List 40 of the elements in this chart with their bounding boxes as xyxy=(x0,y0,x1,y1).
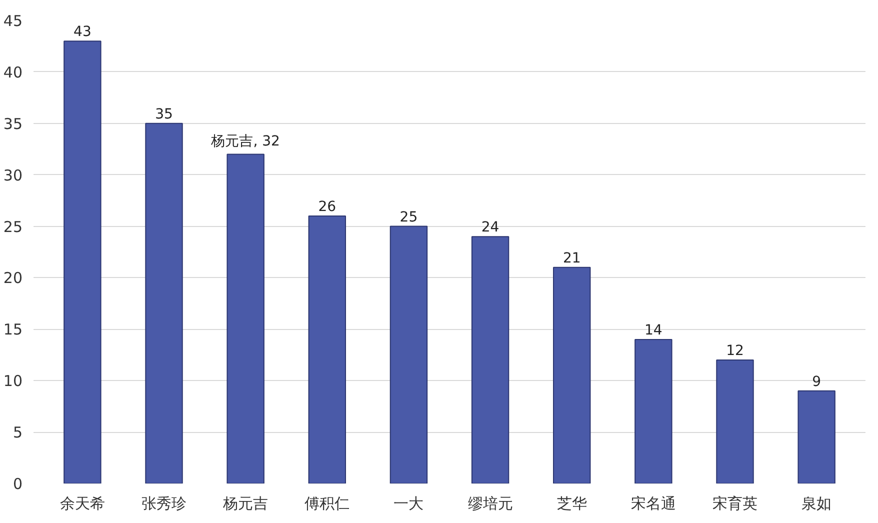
y-tick-label: 45 xyxy=(3,12,23,30)
bar xyxy=(716,360,754,484)
bar xyxy=(226,154,264,484)
y-tick-label: 0 xyxy=(12,475,23,493)
y-tick-label: 15 xyxy=(3,320,23,339)
bar xyxy=(390,226,428,484)
data-label: 21 xyxy=(562,250,581,266)
y-tick-label: 20 xyxy=(3,269,23,288)
x-tick-label: 傅积仁 xyxy=(304,494,350,512)
bar xyxy=(634,338,672,484)
y-tick-label: 5 xyxy=(12,424,23,442)
data-label: 杨元吉, 32 xyxy=(210,133,280,150)
bar xyxy=(471,236,510,484)
bar xyxy=(308,215,346,484)
bar xyxy=(553,266,591,484)
bar xyxy=(64,40,102,484)
data-label: 26 xyxy=(318,198,336,215)
data-label: 12 xyxy=(726,343,744,360)
x-tick-label: 余天希 xyxy=(60,494,105,512)
y-tick-label: 25 xyxy=(3,218,23,236)
y-tick-label: 30 xyxy=(3,166,23,184)
data-label: 9 xyxy=(812,374,822,390)
x-tick-label: 杨元吉 xyxy=(222,494,268,512)
data-label: 14 xyxy=(644,322,662,338)
y-tick-label: 35 xyxy=(3,114,23,133)
y-tick-label: 40 xyxy=(3,63,23,82)
x-tick-label: 张秀珍 xyxy=(142,494,187,512)
bar xyxy=(798,390,836,484)
y-tick-label: 10 xyxy=(3,372,23,390)
data-label: 25 xyxy=(400,209,418,226)
x-tick-label: 宋名通 xyxy=(630,494,676,512)
x-tick-label: 宋育英 xyxy=(712,494,758,512)
data-label: 35 xyxy=(155,106,173,122)
x-tick-label: 泉如 xyxy=(802,494,832,512)
x-tick-label: 芝华 xyxy=(556,494,587,512)
x-tick-label: 一大 xyxy=(394,494,424,512)
data-label: 43 xyxy=(74,24,92,40)
bar xyxy=(145,122,183,484)
x-tick-label: 缪培元 xyxy=(468,494,513,512)
data-label: 24 xyxy=(481,220,500,236)
